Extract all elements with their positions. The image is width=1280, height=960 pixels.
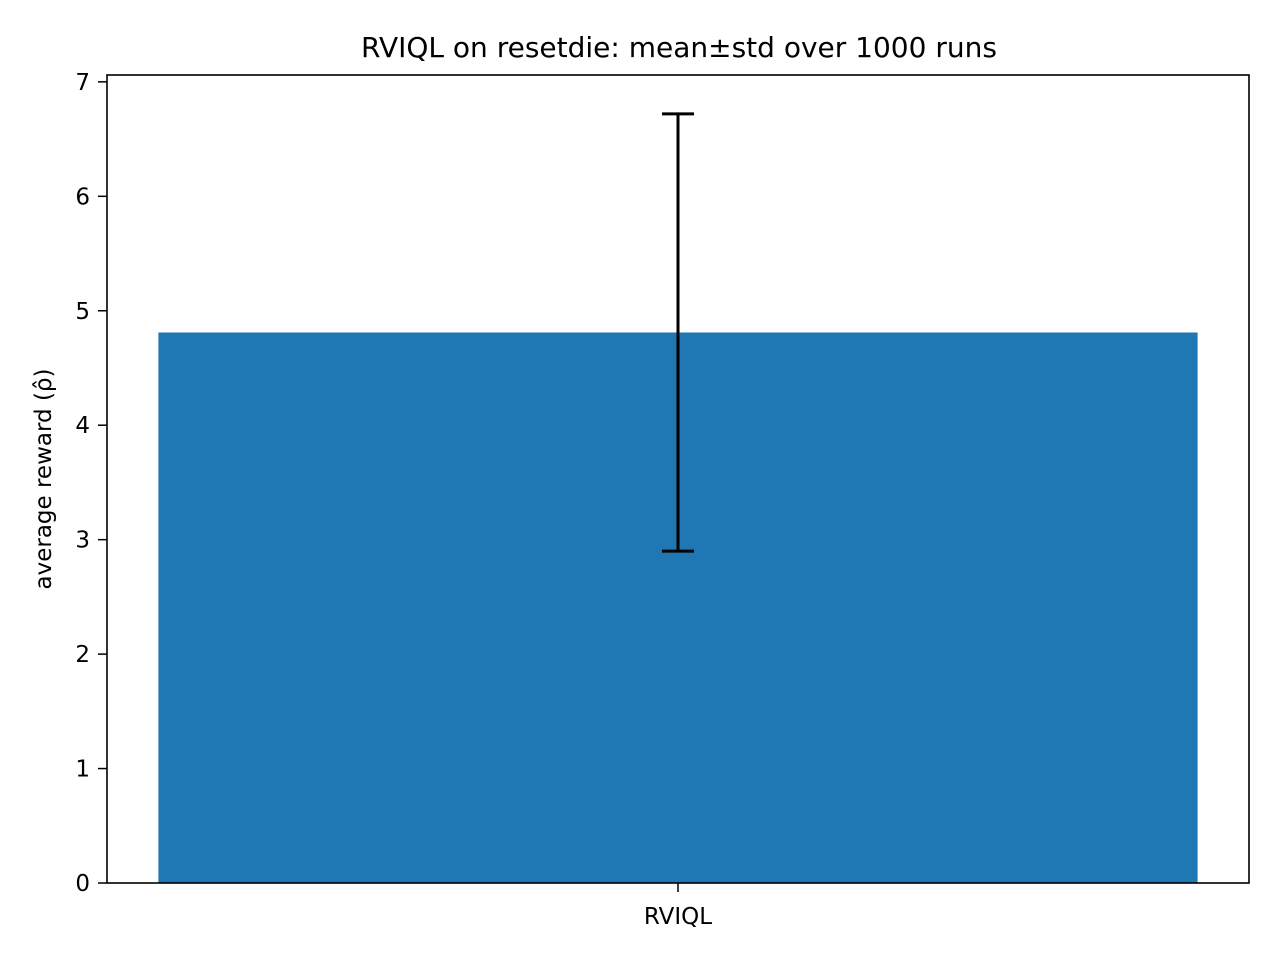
y-axis-label: average reward (ρ̂) <box>31 369 57 590</box>
y-axis: 0 1 2 3 4 5 6 7 <box>75 70 107 897</box>
y-tick-label: 0 <box>75 871 90 897</box>
y-tick-label: 7 <box>75 70 90 96</box>
y-tick-label: 6 <box>75 184 90 210</box>
y-tick-label: 2 <box>75 642 90 668</box>
plot-area <box>106 74 1250 884</box>
y-tick-label: 3 <box>75 528 90 554</box>
x-tick-label: RVIQL <box>644 904 712 930</box>
y-tick-label: 1 <box>75 757 90 783</box>
x-axis: RVIQL <box>644 883 712 930</box>
chart-title: RVIQL on resetdie: mean±std over 1000 ru… <box>361 31 997 64</box>
y-tick-label: 4 <box>75 413 90 439</box>
y-tick-label: 5 <box>75 299 90 325</box>
